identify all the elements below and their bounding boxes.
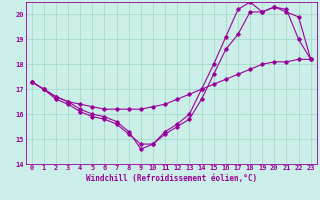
X-axis label: Windchill (Refroidissement éolien,°C): Windchill (Refroidissement éolien,°C) — [86, 174, 257, 183]
